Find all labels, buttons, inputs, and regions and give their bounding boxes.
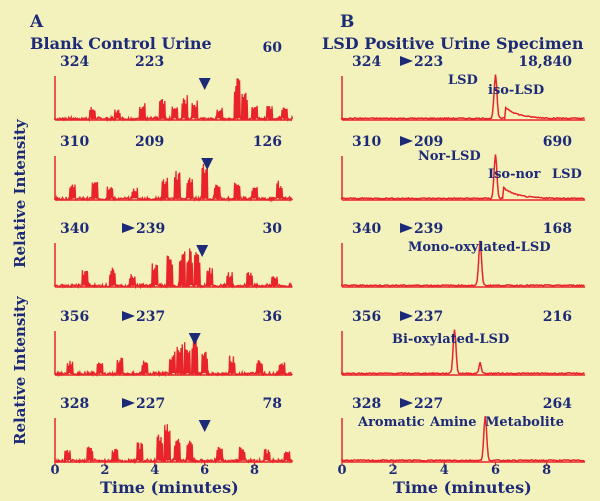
transition-arrow (400, 136, 413, 146)
transition-arrow (122, 398, 135, 408)
precursor-mass: 340 (60, 221, 89, 237)
precursor-mass: 356 (352, 309, 381, 325)
compound-label: LSD (448, 73, 478, 88)
compound-label: LSD (552, 167, 582, 182)
x-tick-label: 0 (50, 463, 59, 478)
precursor-mass: 310 (60, 134, 89, 150)
product-mass: 239 (414, 221, 443, 237)
transition-arrow (400, 311, 413, 321)
precursor-mass: 324 (352, 54, 381, 70)
product-mass: 227 (414, 396, 443, 412)
x-tick-label: 8 (542, 463, 551, 478)
y-axis-label-upper: Relative Intensity (11, 118, 29, 268)
x-tick-label: 6 (491, 463, 500, 478)
retention-marker (196, 245, 209, 257)
transition-arrow (400, 56, 413, 66)
scale-value: 168 (543, 221, 572, 237)
scale-value: 60 (263, 40, 283, 56)
product-mass: 237 (136, 309, 165, 325)
compound-label: Metabolite (485, 415, 564, 430)
compound-label: Aromatic (357, 415, 425, 430)
compound-label: Nor-LSD (418, 149, 481, 164)
precursor-mass: 324 (60, 54, 89, 70)
transition-arrow (122, 223, 135, 233)
chromatogram-trace (341, 416, 585, 462)
product-mass: 209 (414, 134, 443, 150)
x-tick-label: 4 (150, 463, 159, 478)
compound-label: Amine (429, 415, 477, 430)
scale-value: 126 (253, 134, 282, 150)
chromatogram-trace (54, 78, 294, 123)
panel-b-label: B (340, 12, 354, 32)
precursor-mass: 310 (352, 134, 381, 150)
chromatogram-trace (341, 154, 585, 200)
panel-a-x-axis-title: Time (minutes) (100, 478, 239, 497)
transition-arrow (122, 311, 135, 321)
precursor-mass: 340 (352, 221, 381, 237)
compound-label: Mono-oxylated-LSD (408, 240, 550, 255)
scale-value: 78 (263, 396, 282, 412)
retention-marker (201, 158, 214, 170)
retention-marker (198, 78, 211, 90)
chromatogram-trace (341, 240, 585, 288)
product-mass: 227 (136, 396, 165, 412)
x-tick-label: 4 (440, 463, 449, 478)
retention-marker (188, 333, 201, 345)
x-tick-label: 6 (200, 463, 209, 478)
product-mass: 237 (414, 309, 443, 325)
compound-label: iso-LSD (488, 83, 544, 98)
panel-a-label: A (29, 12, 44, 32)
compound-label: Iso-nor (488, 167, 541, 182)
chromatogram-trace (54, 424, 294, 465)
compound-label: Bi-oxylated-LSD (392, 332, 509, 347)
product-mass: 223 (414, 54, 443, 70)
panel-a-title: Blank Control Urine (30, 34, 212, 53)
panel-b-x-axis-title: Time (minutes) (393, 478, 532, 497)
precursor-mass: 328 (60, 396, 89, 412)
scale-value: 216 (543, 309, 572, 325)
scale-value: 30 (263, 221, 283, 237)
x-tick-label: 2 (389, 463, 398, 478)
panel-b-title: LSD Positive Urine Specimen (322, 34, 584, 53)
chromatogram-trace (341, 74, 585, 120)
x-tick-label: 8 (250, 463, 259, 478)
retention-marker (198, 420, 211, 432)
chromatogram-trace (54, 336, 293, 378)
product-mass: 223 (135, 54, 164, 70)
precursor-mass: 356 (60, 309, 89, 325)
scale-value: 264 (543, 396, 572, 412)
chromatogram-trace (54, 248, 293, 290)
y-axis-label-lower: Relative Intensity (11, 295, 29, 445)
x-tick-label: 2 (100, 463, 109, 478)
product-mass: 239 (136, 221, 165, 237)
scale-value: 690 (543, 134, 572, 150)
precursor-mass: 328 (352, 396, 381, 412)
chromatogram-trace (54, 163, 293, 203)
scale-value: 18,840 (518, 54, 572, 70)
product-mass: 209 (135, 134, 164, 150)
x-tick-label: 0 (337, 463, 346, 478)
scale-value: 36 (263, 309, 282, 325)
transition-arrow (400, 398, 413, 408)
chromatogram-trace (341, 329, 585, 376)
transition-arrow (400, 223, 413, 233)
